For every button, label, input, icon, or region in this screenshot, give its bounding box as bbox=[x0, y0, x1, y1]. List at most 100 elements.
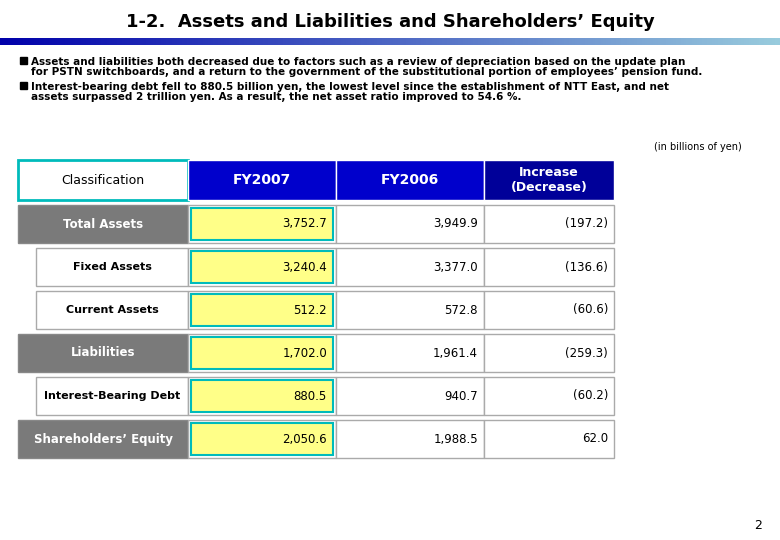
Text: 512.2: 512.2 bbox=[293, 303, 327, 316]
Bar bbox=[177, 38, 180, 45]
Bar bbox=[624, 38, 627, 45]
Bar bbox=[216, 38, 219, 45]
Bar bbox=[452, 38, 456, 45]
Bar bbox=[190, 38, 193, 45]
Bar bbox=[250, 38, 253, 45]
Bar bbox=[70, 38, 73, 45]
Bar bbox=[125, 38, 128, 45]
Bar bbox=[36, 248, 188, 286]
Bar bbox=[41, 38, 44, 45]
Bar bbox=[583, 38, 586, 45]
Bar bbox=[749, 38, 752, 45]
Bar bbox=[193, 38, 196, 45]
Bar bbox=[551, 38, 555, 45]
Bar bbox=[528, 38, 531, 45]
Bar bbox=[580, 38, 583, 45]
Bar bbox=[281, 38, 284, 45]
Bar bbox=[533, 38, 536, 45]
Bar bbox=[336, 334, 484, 372]
Bar bbox=[346, 38, 349, 45]
Bar bbox=[188, 205, 336, 243]
Bar bbox=[122, 38, 126, 45]
Bar bbox=[629, 38, 633, 45]
Bar bbox=[741, 38, 744, 45]
Bar bbox=[614, 38, 617, 45]
Bar bbox=[398, 38, 401, 45]
Bar bbox=[548, 38, 551, 45]
Bar bbox=[484, 160, 614, 200]
Bar bbox=[188, 377, 336, 415]
Bar bbox=[83, 38, 87, 45]
Bar bbox=[429, 38, 432, 45]
Bar bbox=[296, 38, 300, 45]
Bar bbox=[572, 38, 575, 45]
Bar bbox=[460, 38, 463, 45]
Bar bbox=[520, 38, 523, 45]
Bar bbox=[208, 38, 211, 45]
Bar bbox=[255, 38, 258, 45]
Bar bbox=[437, 38, 440, 45]
Bar bbox=[174, 38, 177, 45]
Bar bbox=[476, 38, 479, 45]
Bar bbox=[725, 38, 729, 45]
Bar bbox=[484, 334, 614, 372]
Bar bbox=[733, 38, 736, 45]
Bar bbox=[224, 38, 227, 45]
Bar bbox=[575, 38, 578, 45]
Text: Interest-Bearing Debt: Interest-Bearing Debt bbox=[44, 391, 180, 401]
Bar bbox=[601, 38, 604, 45]
Bar bbox=[470, 38, 473, 45]
Bar bbox=[497, 38, 500, 45]
Bar bbox=[421, 38, 424, 45]
Bar bbox=[312, 38, 315, 45]
Bar bbox=[112, 38, 115, 45]
Bar bbox=[598, 38, 601, 45]
Bar bbox=[775, 38, 778, 45]
Bar bbox=[188, 334, 336, 372]
Bar bbox=[484, 248, 614, 286]
Bar bbox=[692, 38, 695, 45]
Bar bbox=[158, 38, 161, 45]
Bar bbox=[65, 38, 68, 45]
Text: Total Assets: Total Assets bbox=[63, 218, 143, 231]
Text: Fixed Assets: Fixed Assets bbox=[73, 262, 151, 272]
Bar bbox=[658, 38, 661, 45]
Bar bbox=[778, 38, 780, 45]
Text: Liabilities: Liabilities bbox=[71, 347, 135, 360]
Bar bbox=[634, 38, 637, 45]
Bar bbox=[20, 82, 27, 89]
Bar bbox=[647, 38, 651, 45]
Bar bbox=[60, 38, 63, 45]
Bar bbox=[447, 38, 450, 45]
Bar bbox=[408, 38, 411, 45]
Bar bbox=[494, 38, 497, 45]
Bar bbox=[13, 38, 16, 45]
Bar bbox=[367, 38, 370, 45]
Bar bbox=[330, 38, 333, 45]
Bar bbox=[525, 38, 528, 45]
Bar bbox=[117, 38, 120, 45]
Bar bbox=[143, 38, 146, 45]
Bar bbox=[76, 38, 79, 45]
Bar bbox=[746, 38, 750, 45]
Bar bbox=[302, 38, 305, 45]
Text: (136.6): (136.6) bbox=[566, 260, 608, 273]
Bar bbox=[239, 38, 243, 45]
Bar bbox=[546, 38, 549, 45]
Bar bbox=[268, 38, 271, 45]
Text: 1,702.0: 1,702.0 bbox=[282, 347, 327, 360]
Bar bbox=[484, 377, 614, 415]
Bar bbox=[188, 160, 336, 200]
Bar bbox=[751, 38, 754, 45]
Bar bbox=[390, 38, 393, 45]
Bar bbox=[16, 38, 19, 45]
Bar bbox=[73, 38, 76, 45]
Text: (197.2): (197.2) bbox=[565, 218, 608, 231]
Text: 62.0: 62.0 bbox=[582, 433, 608, 446]
Bar bbox=[767, 38, 770, 45]
Bar bbox=[536, 38, 539, 45]
Bar bbox=[587, 38, 590, 45]
Bar bbox=[8, 38, 11, 45]
Bar bbox=[400, 38, 403, 45]
Bar bbox=[681, 38, 684, 45]
